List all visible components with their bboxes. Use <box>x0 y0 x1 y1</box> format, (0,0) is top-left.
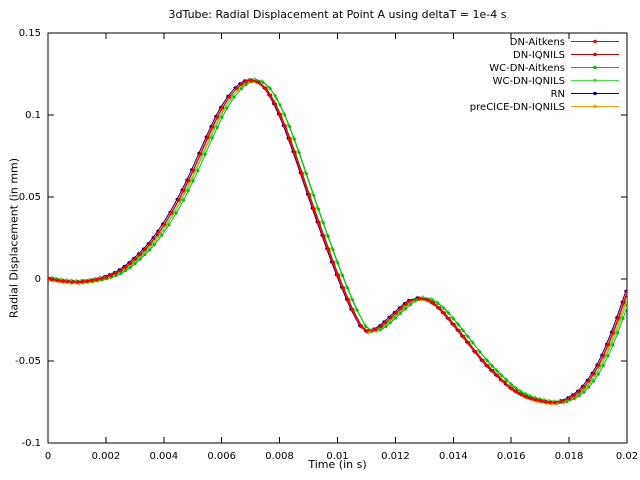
plot-border <box>47 32 628 444</box>
legend-point-sample <box>593 39 597 44</box>
legend-item-RN: RN <box>551 89 619 100</box>
x-tick-label: 0.018 <box>555 451 584 462</box>
legend-item-WC-DN-Aitkens: WC-DN-Aitkens <box>489 63 619 74</box>
x-tick-label: 0 <box>45 451 51 462</box>
y-tick-label: 0.15 <box>19 28 41 39</box>
legend-item-WC-DN-IQNILS: WC-DN-IQNILS <box>493 76 619 87</box>
y-tick-label: 0.1 <box>25 110 41 121</box>
x-tick-label: 0.016 <box>497 451 526 462</box>
series-RN <box>48 78 627 404</box>
x-tick-label: 0.004 <box>149 451 178 462</box>
x-tick-label: 0.01 <box>326 451 348 462</box>
x-tick-label: 0.02 <box>616 451 638 462</box>
y-tick-label: -0.1 <box>21 438 41 449</box>
legend-item-preCICE-DN-IQNILS: preCICE-DN-IQNILS <box>470 102 619 113</box>
legend-point-sample <box>593 91 597 96</box>
chart-title: 3dTube: Radial Displacement at Point A u… <box>168 8 507 21</box>
series-WC-DN-Aitkens <box>51 79 627 405</box>
y-tick-label: 0.05 <box>19 192 41 203</box>
series-DN-Aitkens <box>48 79 627 405</box>
legend-point-sample <box>593 104 597 109</box>
legend-label: WC-DN-IQNILS <box>493 76 565 87</box>
y-tick-label: -0.05 <box>15 356 41 367</box>
legend-point-sample <box>593 78 597 83</box>
legend-label: RN <box>551 89 565 100</box>
x-tick-label: 0.002 <box>92 451 121 462</box>
legend-label: DN-IQNILS <box>513 50 565 61</box>
y-tick-label: 0 <box>35 274 41 285</box>
legend-label: DN-Aitkens <box>510 37 565 48</box>
legend-item-DN-IQNILS: DN-IQNILS <box>513 50 619 61</box>
x-axis-label: Time (in s) <box>308 458 367 471</box>
legend-label: WC-DN-Aitkens <box>489 63 565 74</box>
x-tick-label: 0.008 <box>265 451 294 462</box>
x-tick-label: 0.006 <box>207 451 236 462</box>
series-DN-IQNILS <box>48 78 627 404</box>
legend-item-DN-Aitkens: DN-Aitkens <box>510 37 619 48</box>
legend-point-sample <box>593 65 597 70</box>
series-WC-DN-IQNILS <box>50 77 627 403</box>
series-preCICE-DN-IQNILS <box>48 80 627 406</box>
x-tick-label: 0.014 <box>439 451 468 462</box>
legend-label: preCICE-DN-IQNILS <box>470 102 565 113</box>
legend-point-sample <box>593 52 597 57</box>
x-tick-label: 0.012 <box>381 451 410 462</box>
